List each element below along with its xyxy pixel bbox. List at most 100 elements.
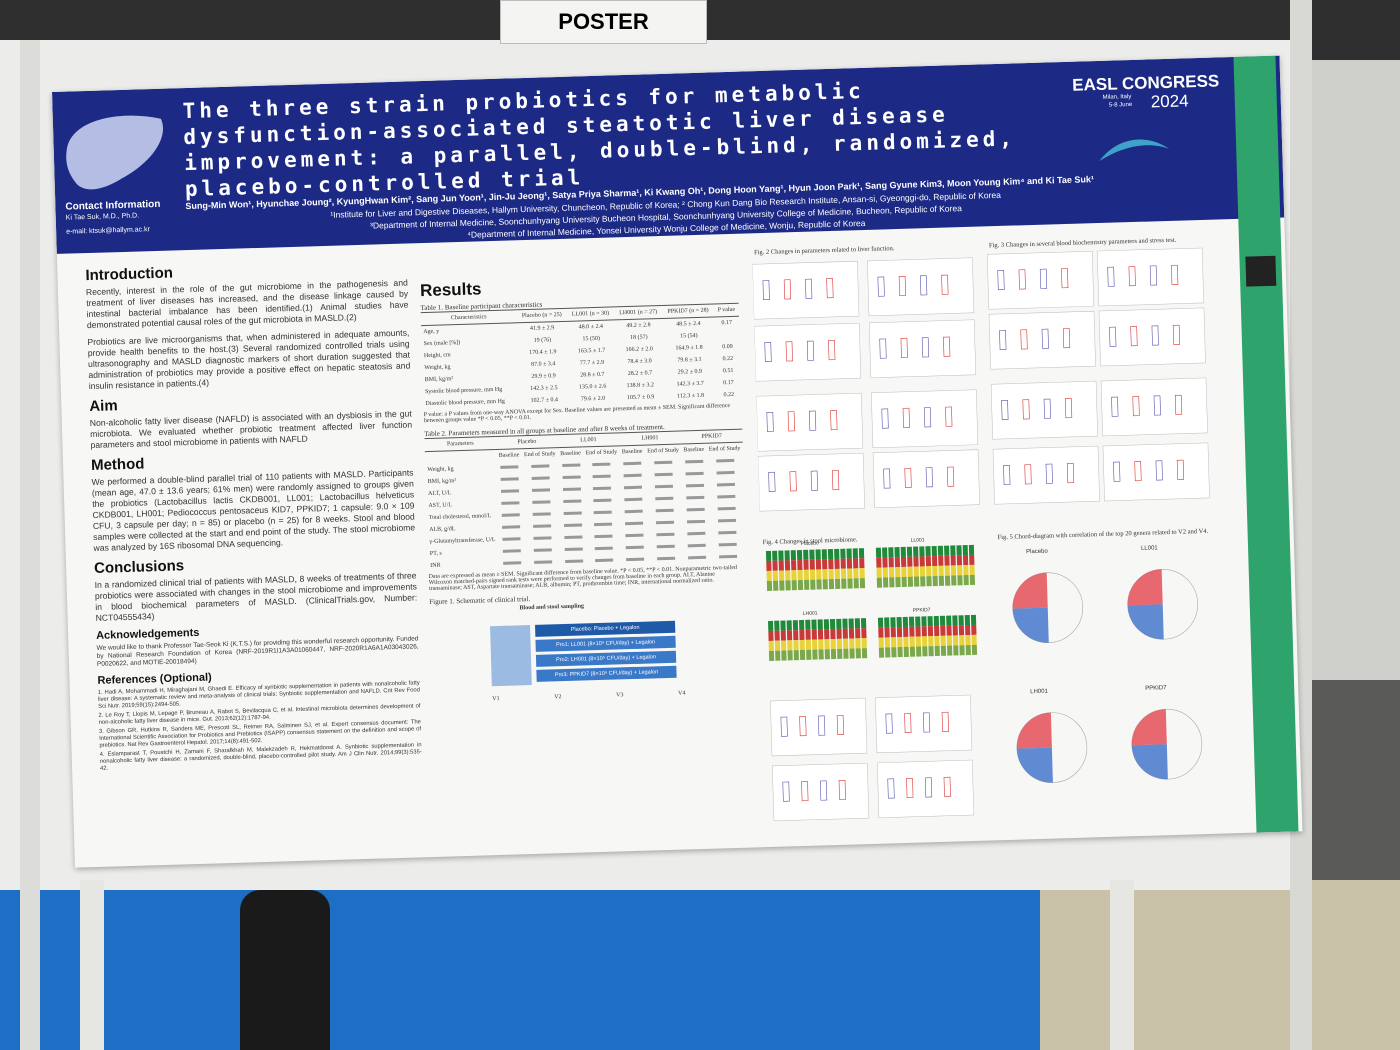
stacked-glyph	[846, 558, 853, 569]
stacked-glyph	[938, 555, 944, 566]
stacked-glyph	[809, 569, 816, 580]
box-glyph	[830, 410, 838, 431]
stacked-glyph	[950, 545, 956, 556]
stacked-glyph	[921, 616, 927, 627]
stacked-glyph	[780, 640, 787, 651]
box-glyph	[997, 270, 1005, 291]
timepoint: V1	[492, 695, 500, 703]
table-cell	[647, 516, 684, 529]
contact-heading: Contact Information	[65, 198, 161, 213]
table-cell	[559, 495, 585, 508]
table-cell	[525, 556, 562, 569]
chord-red	[1131, 709, 1167, 746]
box-glyph	[904, 712, 912, 734]
box-glyph	[832, 470, 840, 491]
table-cell	[584, 482, 621, 495]
stacked-glyph	[964, 615, 971, 626]
stacked-glyph	[786, 630, 793, 641]
stacked-glyph	[824, 629, 830, 640]
stacked-glyph	[915, 626, 921, 637]
stacked-glyph	[793, 630, 799, 641]
box-glyph	[943, 776, 951, 797]
stacked-glyph	[824, 649, 830, 660]
pole	[80, 880, 104, 1050]
stacked-glyph	[855, 628, 861, 639]
stacked-glyph	[913, 546, 919, 557]
stacked-glyph	[890, 627, 896, 638]
stacked-glyph	[920, 576, 926, 587]
table-cell	[707, 479, 744, 492]
stacked-glyph	[799, 629, 805, 641]
box-glyph	[946, 466, 955, 487]
stacked-glyph	[779, 580, 785, 591]
stacked-glyph	[896, 627, 903, 638]
table-cell	[621, 506, 647, 519]
chord-label: LL001	[1141, 545, 1159, 552]
box-glyph	[1149, 265, 1158, 286]
box-glyph	[1171, 264, 1179, 285]
hall-wall	[1300, 60, 1400, 680]
stacked-glyph	[799, 639, 805, 651]
box-glyph	[1132, 396, 1140, 417]
stacked-glyph	[803, 549, 809, 560]
box-glyph	[922, 712, 931, 733]
stacked-glyph	[792, 620, 799, 631]
box-glyph	[943, 336, 951, 357]
box-glyph	[900, 337, 908, 358]
stacked-glyph	[878, 637, 884, 648]
chord-label: Placebo	[1026, 549, 1049, 556]
stacked-glyph	[909, 636, 915, 647]
table-cell	[499, 545, 525, 558]
stacked-glyph	[853, 568, 859, 579]
stacked-glyph	[907, 566, 913, 577]
box-glyph	[1022, 399, 1030, 420]
stacked-glyph	[903, 636, 909, 647]
stacked-glyph	[946, 635, 953, 646]
box-glyph	[768, 471, 776, 492]
stacked-glyph	[793, 650, 799, 661]
stacked-glyph	[766, 570, 772, 582]
stacked-glyph	[913, 556, 919, 567]
arm-box: Pro1: LL001 (8×10⁹ CFU/day) + Legalon	[535, 635, 676, 652]
table-cell: 112.3 ± 1.8	[676, 392, 705, 400]
stacked-glyph	[806, 649, 812, 660]
stacked-glyph	[939, 615, 946, 626]
person-legs	[240, 890, 330, 1050]
stacked-glyph	[888, 557, 894, 568]
box-glyph	[838, 779, 846, 801]
stacked-glyph	[900, 556, 907, 568]
box-glyph	[1041, 328, 1049, 349]
box-glyph	[1043, 398, 1051, 419]
stacked-glyph	[809, 559, 815, 570]
figure-1: Blood and stool sampling Placebo: Placebo…	[429, 597, 750, 716]
stacked-glyph	[805, 629, 811, 640]
table-cell: 105.7 ± 0.9	[626, 394, 655, 402]
box-glyph	[1172, 324, 1181, 345]
box-glyph	[887, 778, 895, 799]
box-glyph	[826, 278, 834, 299]
stacked-glyph	[765, 550, 772, 562]
table-cell	[708, 515, 745, 528]
stacked-glyph	[861, 648, 868, 659]
table-cell: 0.22	[722, 355, 734, 363]
stacked-glyph	[830, 638, 836, 650]
stacked-glyph	[934, 645, 940, 657]
box-glyph	[782, 781, 790, 802]
stacked-glyph	[818, 649, 824, 660]
stacked-glyph	[778, 570, 785, 581]
timepoint: V3	[616, 692, 624, 699]
column-subheader: Baseline	[621, 448, 643, 456]
stacked-glyph	[895, 577, 901, 588]
table-cell	[646, 480, 683, 493]
stacked-glyph	[971, 624, 977, 635]
table-cell	[709, 527, 746, 540]
stacked-glyph	[848, 618, 854, 629]
stacked-glyph	[773, 580, 779, 591]
stacked-glyph	[843, 648, 849, 659]
box-glyph	[999, 330, 1007, 351]
stacked-glyph	[938, 565, 944, 576]
box-glyph	[920, 275, 928, 296]
table-2: Parameters Placebo LL001 LH001 PPKID7 Baselin…	[424, 429, 746, 572]
stacked-glyph	[768, 620, 774, 631]
left-column: Introduction Recently, interest in the r…	[85, 258, 422, 775]
